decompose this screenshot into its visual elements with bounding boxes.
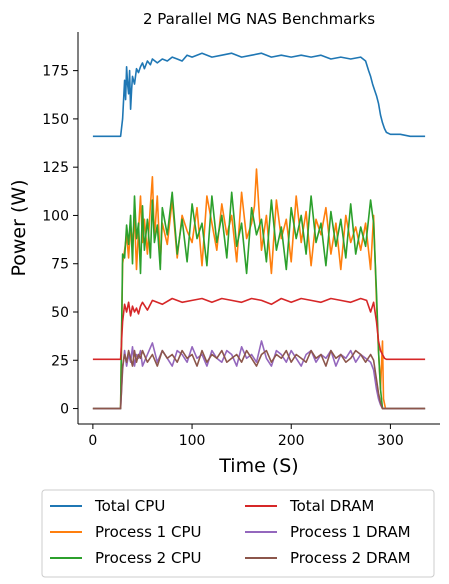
x-tick-label: 200 bbox=[278, 433, 305, 449]
series-line-process-2-dram bbox=[92, 349, 426, 410]
legend-label-process-2-cpu: Process 2 CPU bbox=[95, 549, 201, 567]
x-tick-label: 0 bbox=[88, 433, 97, 449]
y-tick-label: 75 bbox=[51, 257, 69, 273]
chart-title: 2 Parallel MG NAS Benchmarks bbox=[143, 10, 375, 28]
legend: Total CPU Process 1 CPU Process 2 CPU Total… bbox=[41, 489, 435, 578]
y-ticks: 0 25 50 75 100 125 150 175 bbox=[42, 64, 78, 418]
x-tick-label: 300 bbox=[377, 433, 404, 449]
axes bbox=[77, 32, 440, 425]
legend-label-process-1-cpu: Process 1 CPU bbox=[95, 523, 201, 541]
series-line-process-2-cpu bbox=[92, 191, 426, 410]
x-tick-label: 100 bbox=[179, 433, 206, 449]
series-line-process-1-cpu bbox=[92, 168, 426, 410]
series-line-total-dram bbox=[92, 297, 426, 361]
legend-label-total-dram: Total DRAM bbox=[289, 497, 374, 515]
x-ticks: 0 100 200 300 bbox=[88, 424, 404, 449]
y-tick-label: 100 bbox=[42, 208, 69, 224]
y-axis-label: Power (W) bbox=[8, 179, 30, 276]
y-tick-label: 50 bbox=[51, 305, 69, 321]
y-tick-label: 25 bbox=[51, 353, 69, 369]
y-tick-label: 175 bbox=[42, 64, 69, 80]
series-line-total-cpu bbox=[92, 52, 426, 138]
x-axis-label: Time (S) bbox=[218, 455, 298, 477]
legend-label-process-1-dram: Process 1 DRAM bbox=[290, 523, 411, 541]
y-tick-label: 125 bbox=[42, 160, 69, 176]
plot-area bbox=[92, 52, 426, 410]
legend-frame bbox=[41, 489, 435, 578]
y-tick-label: 150 bbox=[42, 112, 69, 128]
y-tick-label: 0 bbox=[60, 402, 69, 418]
legend-label-process-2-dram: Process 2 DRAM bbox=[290, 549, 411, 567]
legend-label-total-cpu: Total CPU bbox=[94, 497, 165, 515]
